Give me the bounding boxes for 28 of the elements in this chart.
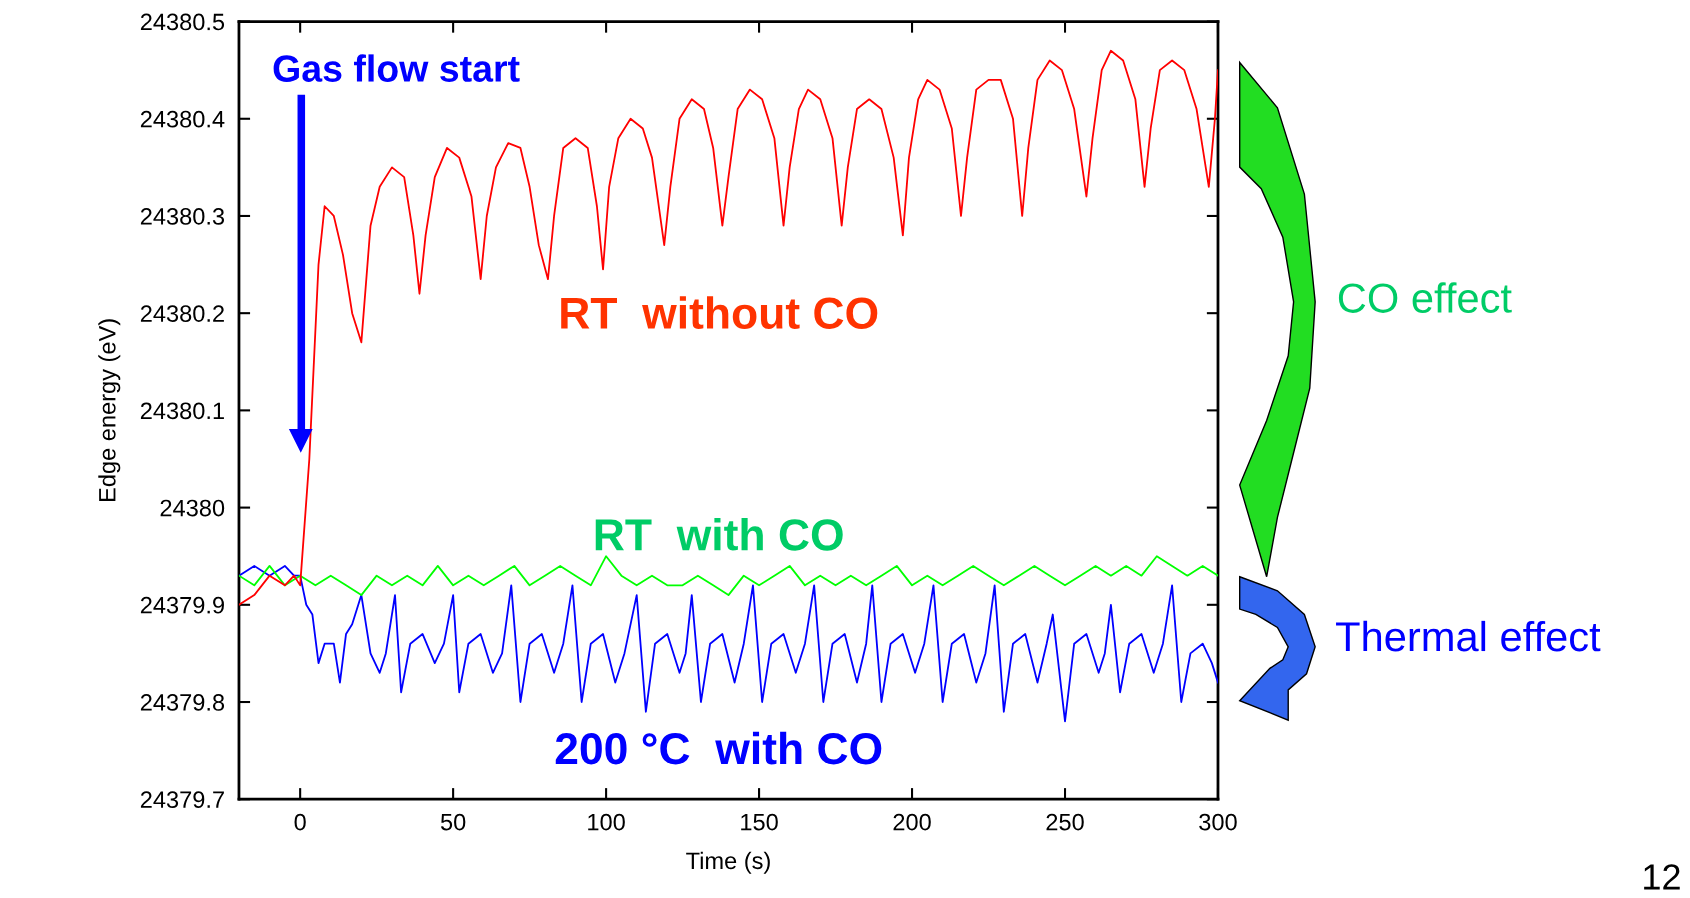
y-tick-label: 24379.8: [140, 694, 225, 711]
x-tick-label: 100: [588, 813, 625, 831]
x-tick-label: 250: [1046, 813, 1084, 831]
series-label: 200 °C with CO: [555, 731, 882, 765]
y-tick-label: 24379.9: [140, 596, 224, 614]
series-label: RT with CO: [595, 517, 843, 551]
line-series: [238, 49, 1218, 606]
y-tick-label: 24380.3: [140, 208, 225, 225]
y-tick-label: 24380.1: [140, 402, 224, 420]
x-tick-label: 0: [294, 813, 306, 831]
y-tick-label: 24379.7: [140, 791, 224, 809]
y-tick-label: 24380.5: [140, 13, 225, 31]
line-series: [238, 555, 1218, 596]
series-label: RT without CO: [561, 296, 878, 329]
y-tick-label: 24380: [160, 499, 225, 517]
x-tick-label: 300: [1199, 813, 1237, 831]
y-tick-label: 24380.4: [140, 110, 225, 128]
y-tick-label: 24380.2: [140, 305, 224, 322]
annotation: Gas flow start: [273, 54, 520, 82]
x-axis-title: Time (s): [686, 851, 770, 874]
text: Thermal effect: [1336, 620, 1601, 652]
x-tick-label: 200: [893, 813, 931, 831]
x-tick-label: 50: [440, 813, 466, 831]
line-series: [238, 565, 1218, 723]
x-tick-label: 150: [741, 813, 778, 831]
text: CO effect: [1338, 282, 1512, 313]
text: 12: [1644, 864, 1680, 890]
y-axis-title: Edge energy (eV): [98, 319, 121, 501]
